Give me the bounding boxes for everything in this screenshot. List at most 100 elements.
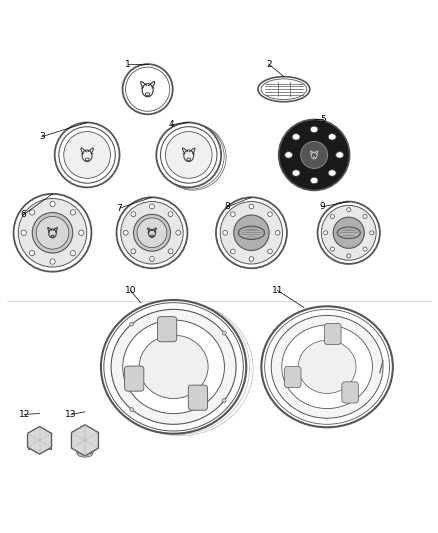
Ellipse shape [292, 170, 300, 176]
Text: 1: 1 [125, 60, 131, 69]
FancyBboxPatch shape [188, 385, 208, 410]
FancyBboxPatch shape [158, 317, 177, 342]
Ellipse shape [328, 170, 336, 176]
Circle shape [50, 259, 55, 264]
Circle shape [223, 230, 227, 235]
Ellipse shape [328, 134, 336, 140]
Circle shape [176, 230, 180, 235]
Circle shape [347, 208, 351, 212]
Circle shape [268, 212, 272, 216]
Circle shape [70, 251, 75, 256]
Ellipse shape [123, 320, 224, 414]
Polygon shape [72, 440, 98, 454]
Circle shape [130, 322, 134, 326]
Circle shape [156, 123, 221, 188]
Circle shape [70, 210, 75, 215]
Circle shape [321, 205, 376, 260]
Circle shape [347, 254, 351, 258]
Circle shape [14, 194, 92, 272]
Ellipse shape [285, 152, 293, 158]
Circle shape [363, 247, 367, 251]
Circle shape [149, 256, 154, 261]
Circle shape [123, 64, 173, 114]
Circle shape [276, 230, 280, 235]
Circle shape [29, 210, 35, 215]
Text: 5: 5 [320, 115, 326, 124]
Polygon shape [71, 425, 99, 456]
Text: 10: 10 [124, 286, 136, 295]
Circle shape [117, 197, 187, 268]
Ellipse shape [298, 340, 356, 393]
Circle shape [370, 231, 374, 235]
Circle shape [279, 119, 350, 190]
Ellipse shape [78, 451, 92, 457]
Circle shape [220, 201, 283, 264]
Ellipse shape [139, 335, 208, 399]
Circle shape [131, 249, 136, 254]
Ellipse shape [101, 300, 246, 434]
Circle shape [216, 197, 287, 268]
Polygon shape [28, 426, 52, 454]
Circle shape [124, 230, 128, 235]
Ellipse shape [258, 77, 310, 102]
FancyBboxPatch shape [325, 324, 341, 344]
Circle shape [21, 230, 26, 236]
Text: 9: 9 [319, 203, 325, 211]
Circle shape [55, 123, 120, 188]
Circle shape [333, 217, 364, 248]
Text: 13: 13 [65, 410, 77, 419]
Text: 4: 4 [169, 120, 174, 129]
Ellipse shape [292, 134, 300, 140]
Circle shape [134, 214, 170, 251]
Ellipse shape [271, 316, 383, 418]
Text: 8: 8 [225, 203, 230, 211]
Circle shape [168, 212, 173, 216]
Ellipse shape [337, 227, 360, 239]
Circle shape [268, 249, 272, 254]
Circle shape [330, 247, 335, 251]
Ellipse shape [310, 177, 318, 184]
FancyBboxPatch shape [124, 366, 144, 391]
Circle shape [363, 214, 367, 219]
Ellipse shape [282, 325, 372, 409]
Circle shape [131, 212, 136, 216]
Circle shape [137, 218, 167, 248]
Circle shape [18, 198, 87, 267]
Circle shape [234, 215, 269, 251]
FancyBboxPatch shape [284, 367, 301, 387]
Circle shape [130, 408, 134, 411]
Circle shape [249, 257, 254, 261]
Circle shape [230, 212, 235, 216]
Text: 12: 12 [19, 410, 30, 419]
Text: 2: 2 [266, 60, 272, 69]
Ellipse shape [336, 152, 343, 158]
Circle shape [300, 141, 328, 168]
Circle shape [222, 399, 226, 402]
Circle shape [121, 201, 183, 264]
Text: 11: 11 [272, 286, 283, 295]
Circle shape [29, 251, 35, 256]
Text: 3: 3 [39, 132, 45, 141]
Circle shape [230, 249, 235, 254]
FancyBboxPatch shape [342, 382, 358, 403]
Ellipse shape [238, 226, 265, 239]
Circle shape [249, 204, 254, 209]
Circle shape [222, 331, 226, 335]
Circle shape [318, 201, 380, 264]
Circle shape [324, 231, 328, 235]
Text: 6: 6 [21, 210, 26, 219]
Polygon shape [28, 440, 51, 449]
Circle shape [64, 132, 110, 178]
Ellipse shape [111, 309, 236, 424]
Circle shape [330, 214, 335, 219]
Circle shape [79, 230, 84, 236]
Circle shape [168, 249, 173, 254]
Circle shape [32, 213, 73, 253]
Circle shape [166, 132, 212, 178]
Ellipse shape [261, 306, 393, 427]
Text: 7: 7 [117, 204, 122, 213]
Ellipse shape [310, 126, 318, 133]
Circle shape [36, 216, 69, 249]
Circle shape [50, 201, 55, 207]
Circle shape [149, 204, 154, 209]
